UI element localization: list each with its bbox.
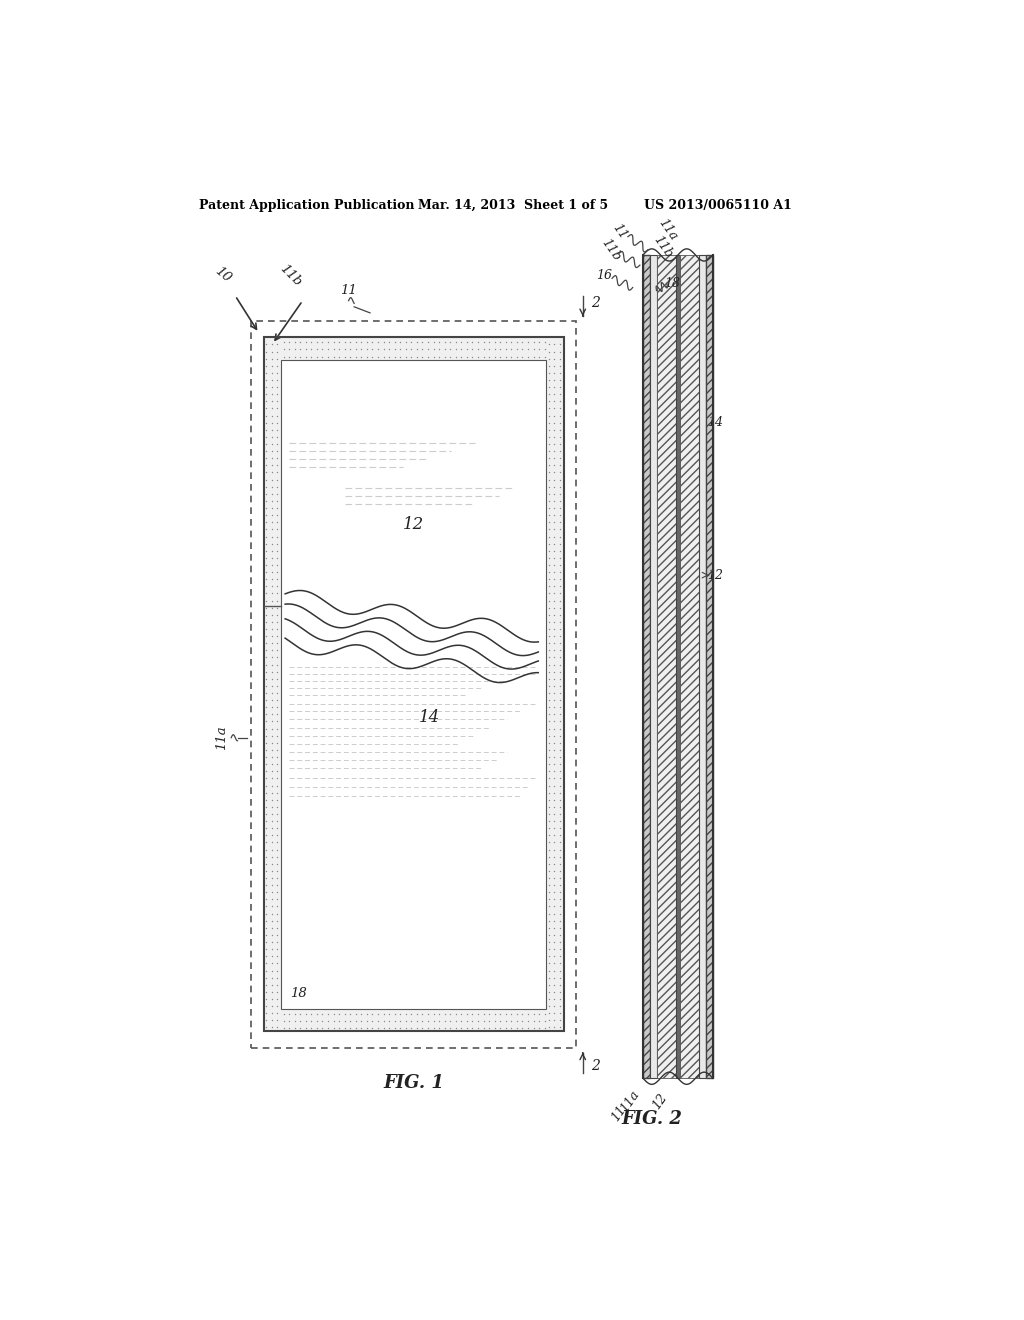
Polygon shape [650, 255, 656, 1078]
Text: FIG. 1: FIG. 1 [383, 1074, 444, 1093]
Text: 11b: 11b [650, 234, 675, 260]
Text: 11b: 11b [598, 236, 623, 264]
Text: 2: 2 [591, 1059, 599, 1073]
Polygon shape [282, 359, 546, 1008]
Text: 11a: 11a [618, 1088, 642, 1115]
Text: 12: 12 [403, 516, 424, 533]
Text: Mar. 14, 2013  Sheet 1 of 5: Mar. 14, 2013 Sheet 1 of 5 [418, 199, 608, 213]
Text: 12: 12 [708, 569, 723, 582]
Text: 10: 10 [213, 265, 233, 285]
Polygon shape [676, 255, 680, 1078]
Text: 14: 14 [419, 709, 440, 726]
Polygon shape [699, 255, 706, 1078]
Text: US 2013/0065110 A1: US 2013/0065110 A1 [644, 199, 792, 213]
Polygon shape [706, 255, 713, 1078]
Text: FIG. 2: FIG. 2 [622, 1110, 682, 1127]
Polygon shape [264, 1008, 563, 1031]
Polygon shape [680, 255, 699, 1078]
Text: 18: 18 [290, 987, 307, 1001]
Text: 11: 11 [608, 1104, 629, 1125]
Text: 12: 12 [650, 1092, 670, 1111]
Text: 2: 2 [591, 296, 599, 310]
Polygon shape [656, 255, 676, 1078]
Text: 11: 11 [340, 284, 357, 297]
Polygon shape [546, 338, 563, 1031]
Text: Patent Application Publication: Patent Application Publication [200, 199, 415, 213]
Text: 11b: 11b [278, 261, 304, 289]
Polygon shape [643, 255, 650, 1078]
Text: 11a: 11a [215, 726, 228, 750]
Text: 11: 11 [610, 222, 630, 242]
Text: 16: 16 [596, 269, 612, 281]
Text: 18: 18 [665, 277, 680, 290]
Polygon shape [264, 338, 563, 359]
Text: 14: 14 [708, 416, 723, 429]
Polygon shape [264, 338, 282, 1031]
Text: 11a: 11a [655, 216, 680, 243]
